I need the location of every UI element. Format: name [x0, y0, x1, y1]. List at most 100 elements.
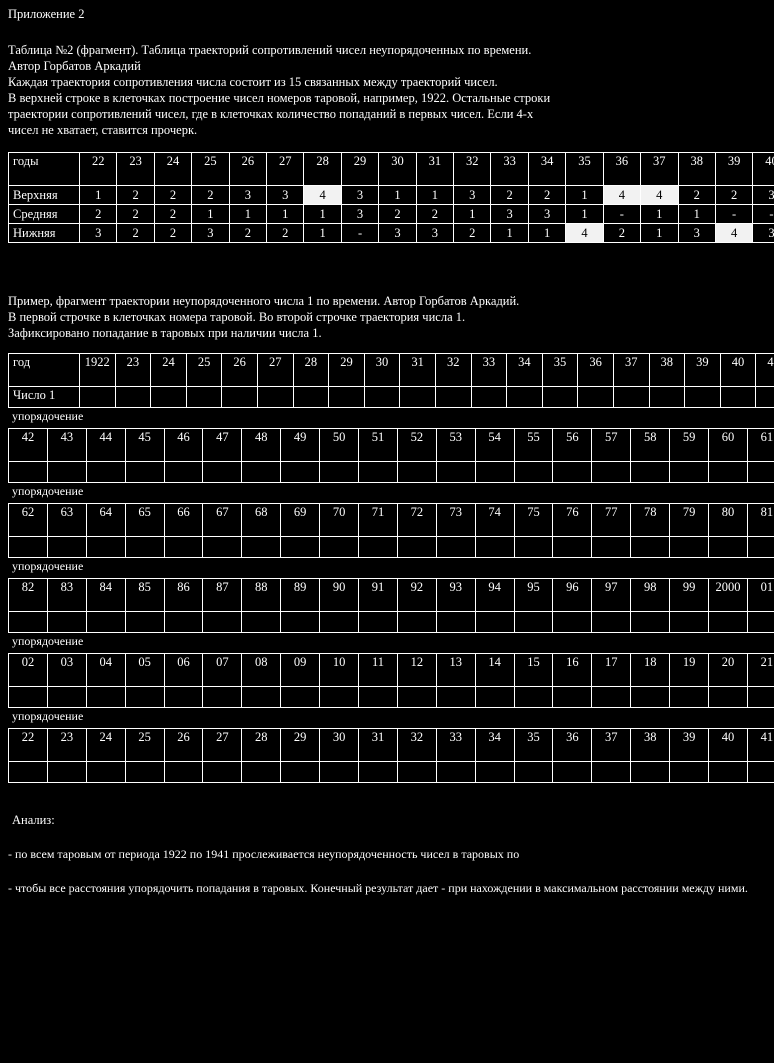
value-cell	[292, 386, 330, 408]
value-cell	[280, 536, 321, 558]
year-strip-table: 82 83 84 85 86 87 88 89 90 91 92 93 94 95 96 97 98 99 2000…	[8, 578, 774, 633]
year-header-cell: 50	[319, 428, 360, 462]
value-cell	[669, 461, 710, 483]
year-header-cell: 30	[319, 728, 360, 762]
value-cell	[684, 386, 721, 408]
value-cell: 2	[677, 185, 716, 205]
year-header-cell: 09	[280, 653, 321, 687]
year-header-cell: 85	[124, 578, 165, 612]
year-header-cell: 96	[552, 578, 593, 612]
value-cell: -	[602, 204, 642, 224]
year-header-cell: 61	[746, 428, 774, 462]
year-header-cell: 29	[328, 353, 365, 387]
value-cell: 1	[490, 223, 529, 243]
strip-value-row: Число 1	[8, 386, 774, 408]
year-strip-table: год 1922 23 24 25 26 27 28 29 30 31 32 33 34 35 36 37 38 3…	[8, 353, 774, 408]
value-cell	[114, 386, 152, 408]
year-strip: 62 63 64 65 66 67 68 69 70 71 72 73 74 75 76 77 78 79 80 81…	[8, 503, 774, 574]
year-header-cell: 18	[630, 653, 671, 687]
year-header-cell: 26	[228, 152, 268, 186]
value-cell	[221, 386, 258, 408]
analysis-notes-block: Анализ: - по всем таровым от периода 192…	[8, 813, 766, 896]
strip-header-label: год	[8, 353, 80, 387]
year-header-cell: 69	[280, 503, 321, 537]
year-header-cell: 15	[513, 653, 554, 687]
intro-paragraph-block: Таблица №2 (фрагмент). Таблица траектори…	[8, 42, 766, 138]
year-header-cell: 97	[591, 578, 632, 612]
year-header-cell: 02	[8, 653, 48, 687]
year-header-cell: 87	[202, 578, 243, 612]
value-cell	[150, 386, 187, 408]
value-cell: 3	[340, 204, 380, 224]
year-header-cell: 78	[630, 503, 671, 537]
value-cell	[396, 461, 437, 483]
strip-caption: упорядочение	[12, 559, 84, 573]
year-strip-table: 02 03 04 05 06 07 08 09 10 11 12 13 14 15 16 17 18 19 20 21	[8, 653, 774, 708]
value-cell	[746, 536, 774, 558]
value-cell	[256, 386, 294, 408]
year-header-cell: 34	[527, 152, 567, 186]
year-header-cell: 99	[669, 578, 710, 612]
year-header-cell: 89	[280, 578, 321, 612]
value-cell	[474, 461, 515, 483]
value-cell	[280, 761, 321, 783]
value-cell	[591, 461, 632, 483]
value-cell	[435, 611, 476, 633]
table-row-label: Нижняя	[8, 223, 80, 243]
highlighted-value-cell: 4	[565, 223, 604, 243]
year-header-cell: 20	[708, 653, 748, 687]
value-cell	[552, 761, 593, 783]
intro-line: Каждая траектория сопротивления числа со…	[8, 75, 498, 89]
value-cell	[124, 461, 165, 483]
mid-paragraph-block: Пример, фрагмент траектории неупорядочен…	[8, 293, 766, 341]
value-cell	[746, 686, 774, 708]
year-header-cell: 22	[8, 728, 48, 762]
value-cell: 2	[415, 204, 455, 224]
strip-value-row	[8, 536, 774, 558]
year-header-cell: 13	[435, 653, 476, 687]
value-cell	[591, 686, 632, 708]
year-header-cell: 60	[708, 428, 748, 462]
year-header-cell: 32	[434, 353, 472, 387]
year-header-cell: 40	[708, 728, 748, 762]
year-header-cell: 55	[513, 428, 554, 462]
year-header-cell: 86	[163, 578, 204, 612]
value-cell	[163, 611, 204, 633]
value-cell	[630, 536, 671, 558]
value-cell	[719, 386, 757, 408]
year-header-cell: 38	[677, 152, 716, 186]
year-header-cell: 79	[669, 503, 710, 537]
year-header-cell: 90	[319, 578, 360, 612]
year-header-cell: 48	[241, 428, 282, 462]
intro-line: Автор Горбатов Аркадий	[8, 59, 141, 73]
note-line: - по всем таровым от периода 1922 по 194…	[8, 847, 520, 861]
year-header-cell: 40	[752, 152, 774, 186]
year-header-cell: 28	[292, 353, 330, 387]
year-header-cell: 63	[46, 503, 87, 537]
year-header-cell: 56	[552, 428, 593, 462]
year-header-cell: 41	[755, 353, 774, 387]
table-row: Верхняя 1 2 2 2 3 3 4 3 1 1 3 2 2 1 4 4 2 2 3	[8, 185, 774, 205]
mid-line: Пример, фрагмент траектории неупорядочен…	[8, 294, 520, 308]
year-header-cell: 31	[415, 152, 455, 186]
strip-caption: упорядочение	[12, 709, 84, 723]
year-header-cell: 37	[591, 728, 632, 762]
intro-line: чисел не хватает, ставится прочерк.	[8, 123, 198, 137]
value-cell	[280, 461, 321, 483]
year-header-cell: 38	[648, 353, 686, 387]
value-cell	[746, 761, 774, 783]
value-cell: 3	[415, 223, 455, 243]
value-cell	[513, 761, 554, 783]
value-cell	[319, 761, 360, 783]
year-header-cell: 58	[630, 428, 671, 462]
value-cell	[319, 461, 360, 483]
value-cell	[506, 386, 543, 408]
strip-value-row	[8, 761, 774, 783]
value-cell	[708, 761, 748, 783]
year-header-cell: 28	[241, 728, 282, 762]
value-cell	[124, 761, 165, 783]
year-header-cell: 26	[163, 728, 204, 762]
year-header-cell: 28	[303, 152, 342, 186]
year-header-cell: 64	[85, 503, 126, 537]
year-header-cell: 01	[746, 578, 774, 612]
